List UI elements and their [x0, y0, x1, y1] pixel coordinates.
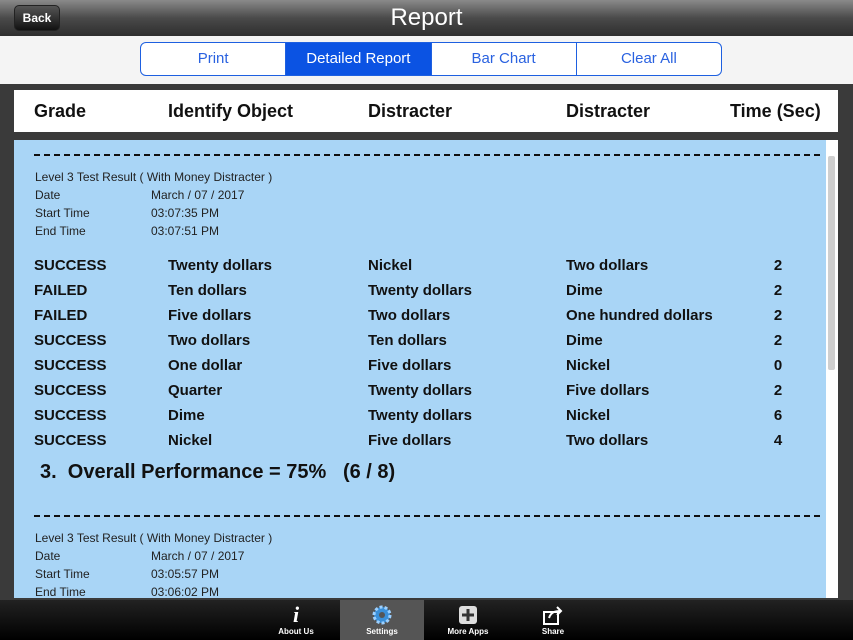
cell: One dollar [168, 357, 243, 374]
field-value: March / 07 / 2017 [151, 549, 245, 563]
cell: SUCCESS [34, 382, 107, 399]
cell: Dime [566, 282, 603, 299]
field-label: Start Time [35, 567, 90, 581]
cell: Nickel [168, 432, 213, 449]
cell: Ten dollars [368, 332, 447, 349]
cell: 6 [773, 407, 783, 424]
icon [459, 606, 477, 624]
cell: 4 [773, 432, 783, 449]
field-label: Date [35, 549, 61, 563]
nav-bar: Back Report [0, 0, 853, 36]
overall-performance: 3. Overall Performance = 75% (6 / 8) [40, 461, 396, 483]
field-value: March / 07 / 2017 [151, 188, 245, 202]
separator [34, 154, 820, 156]
header-cell: Distracter [368, 101, 453, 121]
toolbar-button[interactable]: Share [511, 600, 595, 640]
header-cell: Distracter [566, 101, 651, 121]
tab[interactable]: Bar Chart [430, 43, 576, 75]
field-value: 03:07:35 PM [151, 206, 220, 220]
cell: SUCCESS [34, 407, 107, 424]
svg-text:i: i [293, 604, 300, 626]
cell: Five dollars [168, 307, 252, 324]
cell: Five dollars [566, 382, 650, 399]
cell: Five dollars [368, 432, 452, 449]
icon [372, 605, 392, 625]
field-label: End Time [35, 224, 86, 238]
cell: Two dollars [566, 432, 649, 449]
cell: SUCCESS [34, 332, 107, 349]
header-cell: Identify Object [168, 101, 294, 121]
cell: FAILED [34, 307, 88, 324]
cell: 2 [773, 332, 783, 349]
cell: 2 [773, 382, 783, 399]
header-cell: Grade [34, 101, 87, 121]
toolbar-label: Settings [366, 627, 398, 636]
toolbar-label: About Us [278, 627, 314, 636]
table-header: Grade Identify Object Distracter Distracter… [14, 90, 838, 132]
tab[interactable]: Detailed Report [285, 43, 431, 75]
icon [543, 606, 563, 625]
scroll-thumb [828, 156, 835, 370]
scrollbar [826, 140, 838, 598]
report-content: Level 3 Test Result ( With Money Distrac… [14, 140, 826, 598]
field-label: Date [35, 188, 61, 202]
cell: Nickel [566, 357, 611, 374]
result-title: Level 3 Test Result ( With Money Distrac… [35, 170, 273, 184]
cell: Twenty dollars [368, 407, 472, 424]
toolbar: i About Us Settings More Apps Share [0, 600, 853, 640]
tab[interactable]: Print [197, 50, 229, 67]
field-value: 03:06:02 PM [151, 585, 220, 598]
cell: Dime [566, 332, 603, 349]
toolbar-button[interactable]: More Apps [426, 600, 510, 640]
tab[interactable]: Clear All [575, 43, 721, 75]
result-title: Level 3 Test Result ( With Money Distrac… [35, 531, 273, 545]
cell: One hundred dollars [566, 307, 713, 324]
header-cell: Time (Sec) [730, 101, 821, 121]
toolbar-label: More Apps [447, 627, 489, 636]
cell: 2 [773, 282, 783, 299]
cell: Five dollars [368, 357, 452, 374]
icon: i [293, 604, 300, 626]
cell: Nickel [566, 407, 611, 424]
cell: SUCCESS [34, 257, 107, 274]
field-value: 03:07:51 PM [151, 224, 220, 238]
toolbar-label: Share [541, 627, 565, 636]
field-label: End Time [35, 585, 86, 598]
cell: Nickel [368, 257, 413, 274]
segmented-control: Print Detailed Report Bar Chart Clear All [140, 42, 722, 76]
toolbar-button[interactable]: i About Us [254, 600, 338, 640]
cell: Twenty dollars [368, 382, 472, 399]
cell: Two dollars [168, 332, 251, 349]
separator [34, 515, 820, 517]
back-button[interactable]: Back [14, 5, 60, 31]
cell: 0 [773, 357, 783, 374]
cell: Two dollars [368, 307, 451, 324]
cell: SUCCESS [34, 357, 107, 374]
toolbar-button[interactable]: Settings [340, 600, 424, 640]
cell: Dime [168, 407, 205, 424]
field-label: Start Time [35, 206, 90, 220]
cell: Twenty dollars [368, 282, 472, 299]
tab-bar: Print Detailed Report Bar Chart Clear All [0, 36, 853, 84]
cell: Ten dollars [168, 282, 247, 299]
cell: Two dollars [566, 257, 649, 274]
cell: Quarter [168, 382, 223, 399]
screen-title: Report [390, 4, 463, 31]
cell: 2 [773, 307, 783, 324]
field-value: 03:05:57 PM [151, 567, 220, 581]
cell: Twenty dollars [168, 257, 272, 274]
cell: 2 [773, 257, 783, 274]
cell: SUCCESS [34, 432, 107, 449]
cell: FAILED [34, 282, 88, 299]
